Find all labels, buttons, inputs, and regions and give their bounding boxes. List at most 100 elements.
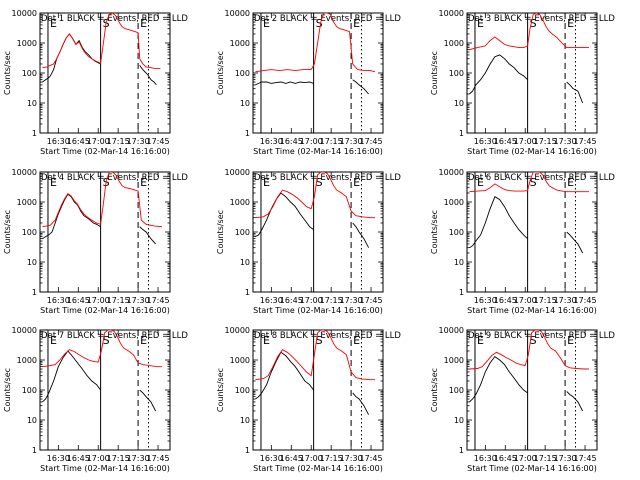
y-tick-label: 1000 [17, 39, 37, 48]
y-tick-label: 10 [240, 258, 250, 267]
y-axis-label: Counts/sec [3, 51, 12, 95]
y-tick-label: 1000 [444, 198, 464, 207]
plot-frame [253, 13, 383, 133]
y-axis-label: Counts/sec [216, 368, 225, 412]
marker-label: E [353, 17, 360, 30]
marker-label: E [50, 176, 57, 189]
y-tick-label: 100 [235, 228, 250, 237]
marker-label: S [530, 17, 537, 30]
y-tick-label: 1000 [17, 356, 37, 365]
panel-title: Det 2 BLACK = Events, RED = LLD [254, 14, 401, 24]
panel-5: 1 10 100 1000 10000 16:3016:4517:0017:1517:30… [216, 168, 401, 315]
y-tick-label: 10000 [439, 168, 464, 177]
marker-label: E [477, 334, 484, 347]
plot-frame [253, 172, 383, 292]
y-tick-label: 1 [32, 288, 37, 297]
marker-label: E [477, 17, 484, 30]
y-tick-label: 1000 [17, 198, 37, 207]
events-series-line [469, 55, 582, 103]
x-axis-label: Start Time (02-Mar-14 16:16:00) [253, 306, 383, 315]
marker-label: E [567, 334, 574, 347]
y-tick-label: 10000 [439, 326, 464, 335]
marker-label: E [353, 176, 360, 189]
y-tick-label: 10 [27, 416, 37, 425]
y-tick-label: 10000 [12, 168, 37, 177]
x-tick-label: 17:45 [147, 137, 170, 146]
panel-9: 1 10 100 1000 10000 16:3016:4517:0017:1517:30… [430, 326, 615, 473]
y-tick-label: 100 [235, 69, 250, 78]
y-axis-label: Counts/sec [216, 51, 225, 95]
panel-4: 1 10 100 1000 10000 16:3016:4517:0017:1517:30… [3, 168, 188, 315]
y-tick-label: 100 [235, 386, 250, 395]
marker-label: E [567, 176, 574, 189]
x-axis-label: Start Time (02-Mar-14 16:16:00) [40, 147, 170, 156]
marker-label: E [567, 17, 574, 30]
events-series-line [469, 197, 582, 253]
x-tick-label: 17:45 [574, 454, 597, 463]
plot-frame [253, 330, 383, 450]
events-series-line [255, 352, 368, 414]
x-tick-label: 17:45 [360, 137, 383, 146]
marker-label: E [140, 176, 147, 189]
x-tick-label: 17:45 [574, 296, 597, 305]
y-tick-label: 100 [449, 228, 464, 237]
x-axis-label: Start Time (02-Mar-14 16:16:00) [40, 306, 170, 315]
events-series-line [469, 357, 582, 411]
events-series-line [42, 34, 156, 85]
y-axis-label: Counts/sec [3, 368, 12, 412]
marker-label: E [140, 17, 147, 30]
marker-label: E [477, 176, 484, 189]
x-axis-label: Start Time (02-Mar-14 16:16:00) [467, 306, 597, 315]
panel-title: Det 3 BLACK = Events, RED = LLD [468, 14, 615, 24]
y-tick-label: 10 [27, 258, 37, 267]
x-axis-label: Start Time (02-Mar-14 16:16:00) [467, 147, 597, 156]
marker-label: E [50, 334, 57, 347]
y-tick-label: 1 [32, 446, 37, 455]
x-tick-label: 17:45 [147, 454, 170, 463]
x-tick-label: 17:45 [147, 296, 170, 305]
y-tick-label: 1000 [444, 39, 464, 48]
plot-frame [467, 13, 597, 133]
y-tick-label: 10000 [225, 9, 250, 18]
y-tick-label: 1 [459, 446, 464, 455]
y-tick-label: 10000 [225, 326, 250, 335]
x-axis-label: Start Time (02-Mar-14 16:16:00) [40, 464, 170, 473]
y-tick-label: 10 [454, 416, 464, 425]
y-tick-label: 1000 [230, 198, 250, 207]
y-tick-label: 100 [22, 228, 37, 237]
x-tick-label: 17:45 [360, 454, 383, 463]
x-tick-label: 17:45 [574, 137, 597, 146]
y-axis-label: Counts/sec [430, 51, 439, 95]
marker-label: E [263, 334, 270, 347]
panel-7: 11010010001000016:3016:4517:0017:1517:30… [3, 326, 188, 473]
y-tick-label: 1 [245, 129, 250, 138]
marker-label: E [263, 176, 270, 189]
panel-2: 1 10 100 1000 10000 16:3016:4517:0017:1517:30… [216, 9, 401, 156]
y-axis-label: Counts/sec [430, 368, 439, 412]
panel-3: 1 10 100 1000 10000 16:3016:4517:0017:1517:30… [430, 9, 615, 156]
y-tick-label: 1000 [444, 356, 464, 365]
events-series-line [255, 80, 368, 94]
panel-8: 1 10 100 1000 10000 16:3016:4517:0017:1517:30… [216, 326, 401, 473]
y-tick-label: 10 [454, 99, 464, 108]
plot-frame [467, 330, 597, 450]
y-tick-label: 10000 [12, 9, 37, 18]
panel-1: 11010010001000016:3016:4517:0017:1517:30… [3, 9, 188, 156]
y-tick-label: 1 [245, 446, 250, 455]
marker-label: E [140, 334, 147, 347]
marker-label: E [263, 17, 270, 30]
events-series-line [42, 194, 155, 244]
y-tick-label: 100 [449, 386, 464, 395]
y-axis-label: Counts/sec [216, 210, 225, 254]
y-tick-label: 10 [27, 99, 37, 108]
y-tick-label: 1 [32, 129, 37, 138]
y-axis-label: Counts/sec [430, 210, 439, 254]
y-tick-label: 1000 [230, 356, 250, 365]
panel-6: 11010010001000016:3016:4517:0017:1517:30… [430, 168, 615, 315]
marker-label: E [50, 17, 57, 30]
x-axis-label: Start Time (02-Mar-14 16:16:00) [467, 464, 597, 473]
y-tick-label: 10000 [439, 9, 464, 18]
y-tick-label: 100 [22, 386, 37, 395]
y-tick-label: 10000 [12, 326, 37, 335]
y-tick-label: 1 [245, 288, 250, 297]
